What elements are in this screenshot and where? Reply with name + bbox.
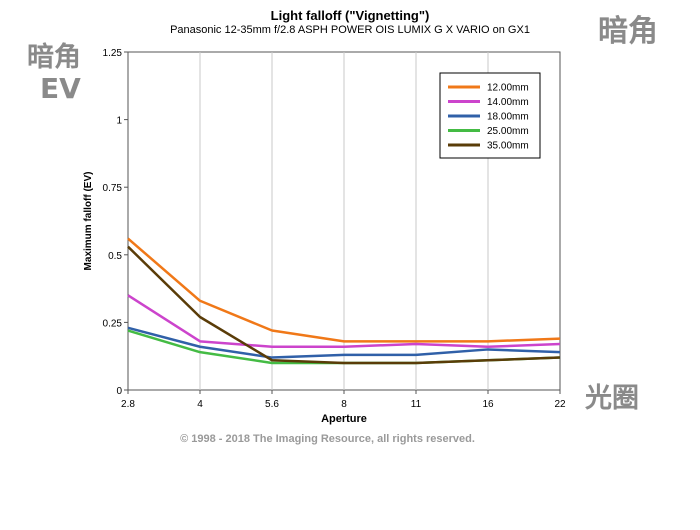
x-axis-label: Aperture — [321, 413, 367, 425]
y-tick-label: 0.25 — [103, 318, 123, 329]
x-tick-label: 8 — [341, 399, 347, 410]
y-tick-label: 1 — [116, 116, 122, 127]
y-tick-label: 1.25 — [103, 48, 123, 59]
x-tick-label: 22 — [554, 399, 566, 410]
legend-item-label: 35.00mm — [487, 141, 529, 152]
data-series — [127, 237, 561, 365]
series-line-14-00mm — [127, 294, 561, 348]
copyright-notice: © 1998 - 2018 The Imaging Resource, all … — [180, 433, 475, 445]
series-line-12-00mm — [127, 237, 561, 343]
watermark-aperture-cn: 光圈 — [585, 383, 639, 414]
watermark-vignetting-cn: 暗角 — [27, 42, 81, 73]
legend-item-label: 14.00mm — [487, 97, 529, 108]
x-tick-label: 11 — [411, 399, 422, 410]
series-line-18-00mm — [127, 326, 561, 359]
x-tick-label: 2.8 — [121, 399, 135, 410]
chart-subtitle: Panasonic 12-35mm f/2.8 ASPH POWER OIS L… — [170, 24, 530, 36]
y-tick-label: 0.75 — [103, 183, 123, 194]
x-axis-ticks: 2.8 4 5.6 8 11 16 22 — [121, 390, 566, 410]
legend: 12.00mm 14.00mm 18.00mm 25.00mm 35.00mm — [439, 72, 541, 159]
legend-item-label: 25.00mm — [487, 126, 529, 137]
legend-item-label: 18.00mm — [487, 112, 529, 123]
y-axis-ticks: 0 0.25 0.5 0.75 1 1.25 — [103, 48, 128, 397]
y-axis-label: Maximum falloff (EV) — [83, 172, 94, 271]
watermark-vignetting-cn-right: 暗角 — [598, 14, 658, 49]
legend-item-label: 12.00mm — [487, 83, 529, 94]
y-tick-label: 0.5 — [108, 251, 122, 262]
x-tick-label: 5.6 — [265, 399, 279, 410]
x-tick-label: 4 — [197, 399, 203, 410]
y-tick-label: 0 — [116, 386, 122, 397]
series-line-35-00mm — [127, 245, 561, 365]
x-tick-label: 16 — [482, 399, 494, 410]
watermark-ev: EV — [40, 72, 81, 105]
chart-title: Light falloff ("Vignetting") — [270, 8, 430, 23]
grid-lines — [199, 52, 489, 390]
